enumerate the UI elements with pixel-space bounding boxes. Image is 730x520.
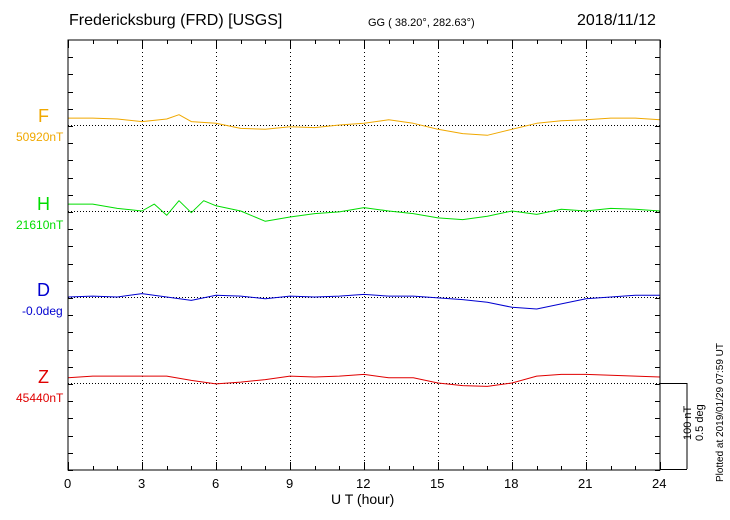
series-label-d: D (37, 280, 50, 300)
series-label-f: F (38, 106, 49, 126)
x-tick-label: 9 (286, 476, 294, 491)
plotted-timestamp: Plotted at 2019/01/29 07:59 UT (715, 343, 726, 482)
series-baseline-f: 50920nT (16, 130, 64, 144)
x-tick-label: 0 (64, 476, 72, 491)
series-line-d (67, 293, 660, 310)
axis-ticks (68, 40, 661, 471)
x-tick-label: 3 (138, 476, 146, 491)
x-tick-label: 6 (212, 476, 220, 491)
x-tick-label: 21 (578, 476, 593, 491)
scale-label-deg: 0.5 deg (694, 404, 706, 441)
series-label-h: H (37, 194, 50, 214)
series-line-z (67, 373, 661, 387)
x-tick-label: 12 (356, 476, 371, 491)
series-lines (67, 114, 661, 387)
series-baseline-z: 45440nT (16, 391, 64, 405)
x-tick-label: 24 (652, 476, 667, 491)
x-axis-label: U T (hour) (331, 491, 395, 507)
scale-bar (660, 383, 688, 470)
grid-lines (142, 40, 587, 470)
plot-date: 2018/11/12 (577, 12, 656, 29)
series-baseline-d: -0.0deg (22, 304, 63, 318)
x-tick-label: 15 (430, 476, 445, 491)
x-tick-label: 18 (504, 476, 519, 491)
series-line-f (68, 114, 661, 136)
series-line-h (68, 200, 661, 222)
scale-label-nt: 100 nT (682, 405, 694, 440)
series-baseline-h: 21610nT (16, 218, 64, 232)
series-label-z: Z (38, 367, 49, 387)
geo-coordinates: GG ( 38.20°, 282.63°) (368, 17, 475, 29)
station-title: Fredericksburg (FRD) [USGS] (69, 12, 283, 29)
